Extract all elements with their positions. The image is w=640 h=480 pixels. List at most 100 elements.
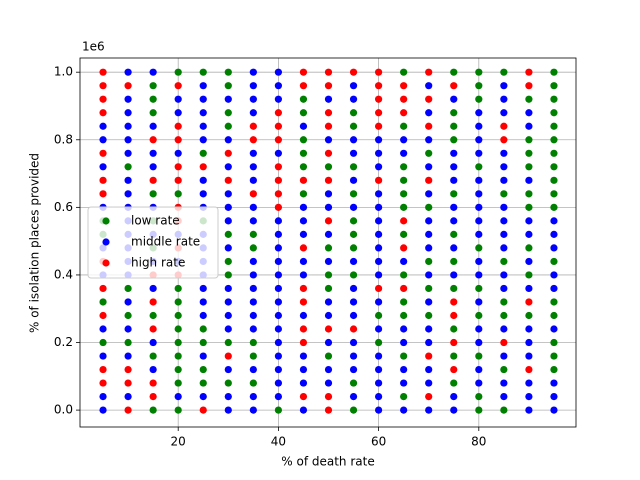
point — [475, 338, 483, 347]
point — [174, 365, 182, 374]
point — [475, 406, 483, 414]
point — [224, 298, 232, 306]
point — [550, 82, 558, 90]
point — [149, 109, 157, 117]
point — [500, 163, 508, 171]
point — [450, 68, 458, 76]
point — [550, 284, 558, 293]
point — [224, 365, 232, 374]
point — [99, 109, 107, 117]
point — [224, 190, 232, 198]
point — [99, 163, 107, 171]
point — [299, 298, 308, 306]
point — [274, 379, 282, 387]
point — [500, 284, 508, 293]
point — [124, 122, 132, 130]
point — [99, 365, 107, 374]
point — [425, 136, 433, 144]
x-axis-label: % of death rate — [281, 455, 374, 469]
point — [224, 392, 232, 401]
point — [475, 149, 483, 157]
point — [525, 109, 533, 117]
point — [400, 379, 408, 387]
point — [475, 392, 483, 401]
point — [149, 149, 157, 157]
point — [274, 392, 282, 401]
point — [249, 190, 257, 198]
x-tick-label: 20 — [171, 435, 186, 449]
point — [500, 149, 508, 157]
point — [450, 95, 458, 103]
point — [425, 365, 433, 374]
point — [174, 298, 182, 306]
point — [550, 217, 558, 225]
point — [425, 203, 433, 211]
point — [375, 203, 383, 211]
point — [174, 392, 182, 401]
point — [450, 190, 458, 198]
point — [249, 176, 257, 184]
point — [375, 406, 383, 414]
point — [324, 284, 333, 293]
point — [324, 190, 333, 198]
point — [475, 82, 483, 90]
point — [550, 190, 558, 198]
point — [324, 163, 333, 171]
point — [550, 338, 558, 347]
point — [274, 82, 282, 90]
point — [375, 338, 383, 347]
legend-label: middle rate — [131, 235, 200, 249]
point — [274, 149, 282, 157]
point — [500, 365, 508, 374]
point — [375, 122, 383, 130]
point — [450, 284, 458, 293]
point — [274, 136, 282, 144]
point — [500, 257, 508, 266]
point — [375, 82, 383, 90]
point — [124, 136, 132, 144]
point — [249, 217, 257, 225]
point — [500, 392, 508, 401]
point — [299, 136, 308, 144]
point — [349, 365, 358, 374]
point — [349, 122, 358, 130]
point — [375, 95, 383, 103]
point — [149, 352, 157, 360]
x-tick-label: 40 — [271, 435, 286, 449]
point — [375, 379, 383, 387]
point — [550, 392, 558, 401]
point — [450, 257, 458, 266]
legend-marker — [102, 238, 110, 246]
point — [500, 217, 508, 225]
point — [99, 136, 107, 144]
point — [375, 298, 383, 306]
point — [199, 379, 207, 387]
point — [124, 325, 132, 333]
point — [249, 109, 257, 117]
point — [324, 379, 333, 387]
point — [550, 109, 558, 117]
point — [400, 298, 408, 306]
point — [149, 176, 157, 184]
point — [274, 122, 282, 130]
point — [299, 257, 308, 266]
point — [124, 82, 132, 90]
point — [249, 257, 257, 266]
point — [525, 325, 533, 333]
y-axis-label: % of isolation places provided — [28, 153, 42, 333]
point — [400, 392, 408, 401]
point — [349, 176, 358, 184]
point — [500, 298, 508, 306]
point — [124, 379, 132, 387]
point — [475, 271, 483, 279]
point — [425, 352, 433, 360]
point — [199, 284, 207, 293]
point — [249, 244, 257, 252]
point — [149, 122, 157, 130]
point — [525, 392, 533, 401]
point — [400, 257, 408, 266]
point — [274, 217, 282, 225]
point — [324, 217, 333, 225]
point — [400, 68, 408, 76]
point — [249, 365, 257, 374]
